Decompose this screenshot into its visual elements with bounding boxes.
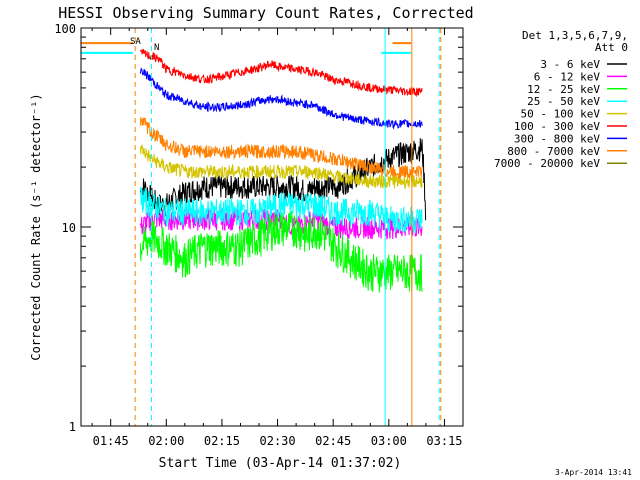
legend-label-4: 50 - 100 keV xyxy=(521,108,601,121)
legend-label-7: 800 - 7000 keV xyxy=(507,145,600,158)
x-tick-label-6: 03:15 xyxy=(426,434,462,448)
y-tick-label-0: 1 xyxy=(69,420,76,434)
series-line-5 xyxy=(139,48,423,98)
y-axis-label: Corrected Count Rate (s⁻¹ detector⁻¹) xyxy=(29,93,43,360)
legend-label-1: 6 - 12 keV xyxy=(534,70,601,83)
marker-layer xyxy=(134,28,442,426)
flag-layer xyxy=(81,42,412,54)
legend-label-0: 3 - 6 keV xyxy=(540,58,600,71)
x-tick-label-3: 02:30 xyxy=(260,434,296,448)
series-layer xyxy=(139,48,427,293)
series-line-3 xyxy=(139,186,423,233)
x-tick-label-2: 02:15 xyxy=(204,434,240,448)
legend-label-8: 7000 - 20000 keV xyxy=(494,157,600,170)
x-tick-label-5: 03:00 xyxy=(371,434,407,448)
legend-label-2: 12 - 25 keV xyxy=(527,83,600,96)
series-line-6 xyxy=(139,67,423,130)
flag-labels: SA N xyxy=(130,37,159,53)
legend-header-line2: Att 0 xyxy=(595,41,628,54)
series-line-4 xyxy=(139,144,423,190)
legend-label-5: 100 - 300 keV xyxy=(514,120,600,133)
legend-label-3: 25 - 50 keV xyxy=(527,95,600,108)
flag-label-sa: SA xyxy=(130,37,141,47)
x-tick-label-0: 01:45 xyxy=(93,434,129,448)
y-axis-ticks: 1 10 100 xyxy=(54,22,463,434)
chart-title: HESSI Observing Summary Count Rates, Cor… xyxy=(58,4,473,22)
x-tick-label-4: 02:45 xyxy=(315,434,351,448)
timestamp-footer: 3-Apr-2014 13:41 xyxy=(555,468,632,477)
x-axis-label: Start Time (03-Apr-14 01:37:02) xyxy=(159,456,402,471)
flag-label-n: N xyxy=(154,43,159,53)
y-tick-label-1: 10 xyxy=(62,221,76,235)
legend-label-6: 300 - 800 keV xyxy=(514,132,600,145)
y-tick-label-2: 100 xyxy=(54,22,76,36)
x-axis-ticks: 01:45 02:00 02:15 02:30 02:45 03:00 03:15 xyxy=(91,28,463,448)
series-line-7 xyxy=(139,117,423,180)
x-tick-label-1: 02:00 xyxy=(148,434,184,448)
legend-header-line1: Det 1,3,5,6,7,9, xyxy=(522,29,628,42)
